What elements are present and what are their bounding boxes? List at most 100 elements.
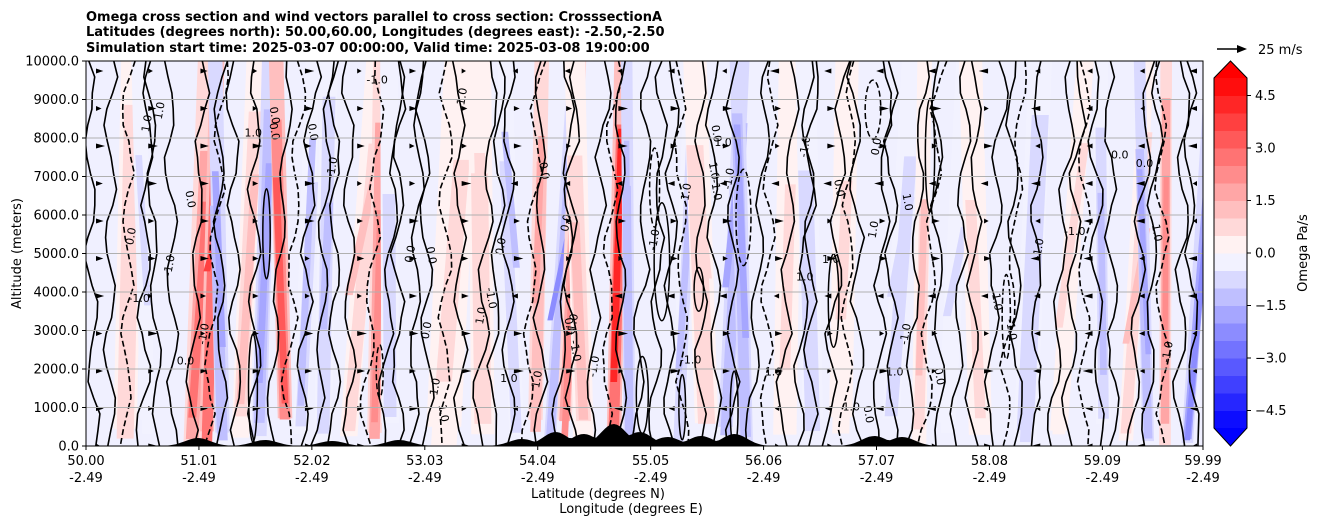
contour-label: 1.0	[822, 253, 840, 266]
wind-vector	[1190, 106, 1197, 111]
contour-line	[759, 61, 779, 446]
wind-vector	[618, 256, 623, 261]
contour-label: -1.0	[646, 228, 663, 251]
x-tick-label-lon: -2.49	[1186, 471, 1220, 486]
wind-vector	[96, 331, 103, 336]
wind-vector	[1187, 143, 1197, 149]
wind-vector	[618, 106, 629, 111]
wind-vector	[513, 368, 524, 374]
colorbar-level	[1214, 393, 1247, 411]
wind-vector	[931, 443, 937, 446]
wind-vector	[670, 143, 678, 149]
contour-label: -1.0	[427, 377, 444, 400]
contour-label: -1.0	[1064, 225, 1085, 238]
wind-vector	[148, 443, 158, 446]
wind-vector	[1139, 68, 1145, 74]
wind-vector	[1035, 68, 1041, 74]
wind-vector	[96, 181, 103, 186]
wind-vector	[304, 143, 312, 149]
wind-vector	[722, 368, 730, 374]
wind-vector	[617, 68, 623, 74]
wind-vector	[304, 331, 314, 336]
contour-label: 0.0	[1136, 157, 1154, 170]
wind-vector	[879, 218, 886, 224]
x-tick-label-lat: 59.99	[1184, 454, 1221, 469]
x-tick-label-lon: -2.49	[408, 471, 442, 486]
wind-vector	[512, 68, 518, 74]
x-tick-label-lat: 52.02	[293, 454, 330, 469]
wind-vector	[409, 331, 419, 336]
wind-vector	[931, 143, 938, 149]
contour-label: 0.0	[305, 122, 321, 141]
x-tick-label-lon: -2.49	[69, 471, 103, 486]
wind-vector	[1139, 256, 1145, 261]
contour-label: -1.0	[797, 135, 814, 158]
wind-vector	[1083, 293, 1093, 299]
wind-vector	[618, 218, 626, 224]
wind-vector	[252, 181, 259, 186]
wind-vector	[775, 256, 783, 261]
wind-vector	[409, 218, 419, 224]
contour-label: -1.0	[1030, 237, 1047, 260]
wind-vector	[927, 293, 936, 299]
wind-vector	[200, 68, 208, 74]
wind-vector	[409, 181, 416, 186]
omega-band	[942, 226, 970, 317]
contour-label: 0.0	[831, 178, 847, 197]
x-tick-label-lon: -2.49	[295, 471, 329, 486]
colorbar-outline	[1213, 60, 1248, 447]
wind-vector	[931, 106, 942, 111]
wind-vector	[148, 218, 155, 224]
colorbar-tick-label: 4.5	[1255, 89, 1276, 104]
contour-label: 0.0	[868, 137, 884, 156]
wind-vector	[722, 143, 730, 149]
wind-vector	[1192, 181, 1197, 186]
omega-band	[623, 140, 633, 446]
contour-label: -1.0	[567, 339, 584, 362]
colorbar-tick-label: −4.5	[1255, 404, 1287, 419]
contour-loop	[375, 344, 384, 399]
wind-vector	[96, 68, 104, 74]
contour-label: -1.0	[721, 167, 738, 190]
wind-vector	[1033, 368, 1041, 374]
wind-vector	[1137, 143, 1145, 149]
x-tick-label-lat: 56.06	[745, 454, 782, 469]
colorbar-level	[1214, 200, 1247, 219]
wind-vector	[409, 256, 417, 261]
colorbar-level	[1214, 130, 1247, 149]
wind-vector	[409, 368, 416, 374]
colorbar-tick-label: 0.0	[1255, 247, 1276, 262]
title-line-2: Latitudes (degrees north): 50.00,60.00, …	[86, 25, 665, 40]
wind-vector	[1084, 331, 1093, 336]
wind-vector	[1192, 218, 1197, 224]
wind-vector	[461, 256, 469, 261]
wind-vector	[1035, 218, 1041, 224]
contour-label: 1.0	[886, 366, 904, 379]
contour-label: -1.0	[586, 355, 603, 378]
wind-vector	[409, 68, 417, 74]
wind-vector	[566, 106, 573, 111]
wind-vector	[304, 106, 314, 111]
wind-vector	[148, 256, 156, 261]
wind-vector	[670, 331, 681, 336]
colorbar-level	[1214, 340, 1247, 359]
omega-band	[965, 200, 986, 419]
wind-vector	[252, 143, 263, 149]
wind-vector	[1192, 368, 1197, 374]
omega-band	[236, 174, 260, 405]
wind-vector	[304, 181, 315, 186]
x-tick-label-lon: -2.49	[860, 471, 894, 486]
wind-vector	[722, 106, 733, 111]
contour-label: 0.0	[177, 355, 195, 368]
colorbar-level	[1214, 375, 1247, 394]
omega-band	[499, 161, 522, 433]
wind-vector	[827, 143, 836, 149]
contour-loop	[648, 147, 661, 228]
omega-band	[1162, 175, 1169, 347]
wind-vector	[775, 443, 780, 446]
wind-vector	[984, 106, 989, 111]
contour-label: 0.0	[931, 367, 947, 386]
x-axis-label-latitude: Latitude (degrees N)	[531, 487, 665, 502]
contour-label: 0.0	[267, 106, 283, 125]
contour-label: -1.0	[897, 322, 914, 345]
